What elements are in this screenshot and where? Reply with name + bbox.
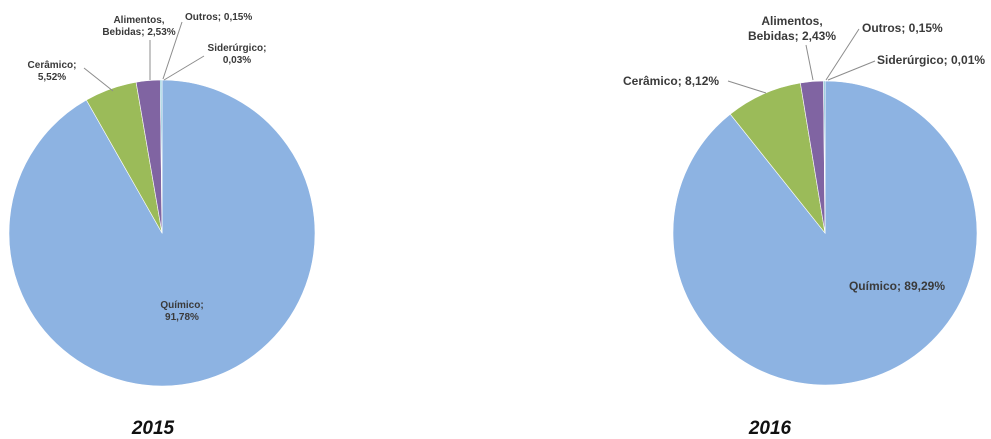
data-label-line: Alimentos,	[761, 14, 822, 28]
pie-chart-2016: Químico; 89,29% Cerâmico; 8,12% Alimentos,…	[623, 14, 985, 439]
data-label-line: Siderúrgico;	[208, 43, 267, 54]
data-label-line: Químico;	[160, 300, 203, 311]
data-label-quimico: Químico; 89,29%	[849, 279, 945, 293]
data-label-siderurgico: Siderúrgico; 0,01%	[877, 53, 985, 67]
data-label-alimentos-bebidas: Alimentos, Bebidas; 2,53%	[102, 15, 175, 38]
leader-line-alimentos-bebidas	[805, 44, 814, 81]
data-label-line: 91,78%	[165, 312, 199, 323]
data-label-line: Bebidas; 2,53%	[102, 27, 175, 38]
data-label-outros: Outros; 0,15%	[862, 21, 943, 35]
data-label-ceramico: Cerâmico; 8,12%	[623, 74, 719, 88]
data-label-line: Alimentos,	[113, 15, 164, 26]
data-label-line: Cerâmico;	[28, 60, 77, 71]
data-label-line: 0,03%	[223, 55, 251, 66]
data-label-line: Químico; 89,29%	[849, 279, 945, 293]
year-caption: 2016	[748, 418, 792, 439]
data-label-alimentos-bebidas: Alimentos, Bebidas; 2,43%	[748, 14, 836, 43]
data-label-quimico: Químico; 91,78%	[160, 300, 203, 323]
leader-line-siderurgico	[163, 55, 205, 81]
leader-line-siderurgico	[827, 60, 876, 81]
leader-line-outros	[825, 28, 860, 81]
data-label-ceramico: Cerâmico; 5,52%	[28, 60, 77, 83]
data-label-siderurgico: Siderúrgico; 0,03%	[208, 43, 267, 66]
data-label-line: Cerâmico; 8,12%	[623, 74, 719, 88]
year-caption: 2015	[131, 418, 175, 439]
data-label-line: Bebidas; 2,43%	[748, 29, 836, 43]
data-label-line: Outros; 0,15%	[185, 12, 252, 23]
data-label-line: 5,52%	[38, 72, 66, 83]
leader-line-ceramico	[727, 80, 767, 94]
data-label-line: Siderúrgico; 0,01%	[877, 53, 985, 67]
data-label-line: Outros; 0,15%	[862, 21, 943, 35]
data-label-outros: Outros; 0,15%	[185, 12, 252, 23]
leader-line-outros	[162, 21, 183, 80]
leader-line-ceramico	[83, 67, 114, 92]
pie-chart-2015: Químico; 91,78% Cerâmico; 5,52% Alimentos, Be…	[8, 12, 316, 439]
